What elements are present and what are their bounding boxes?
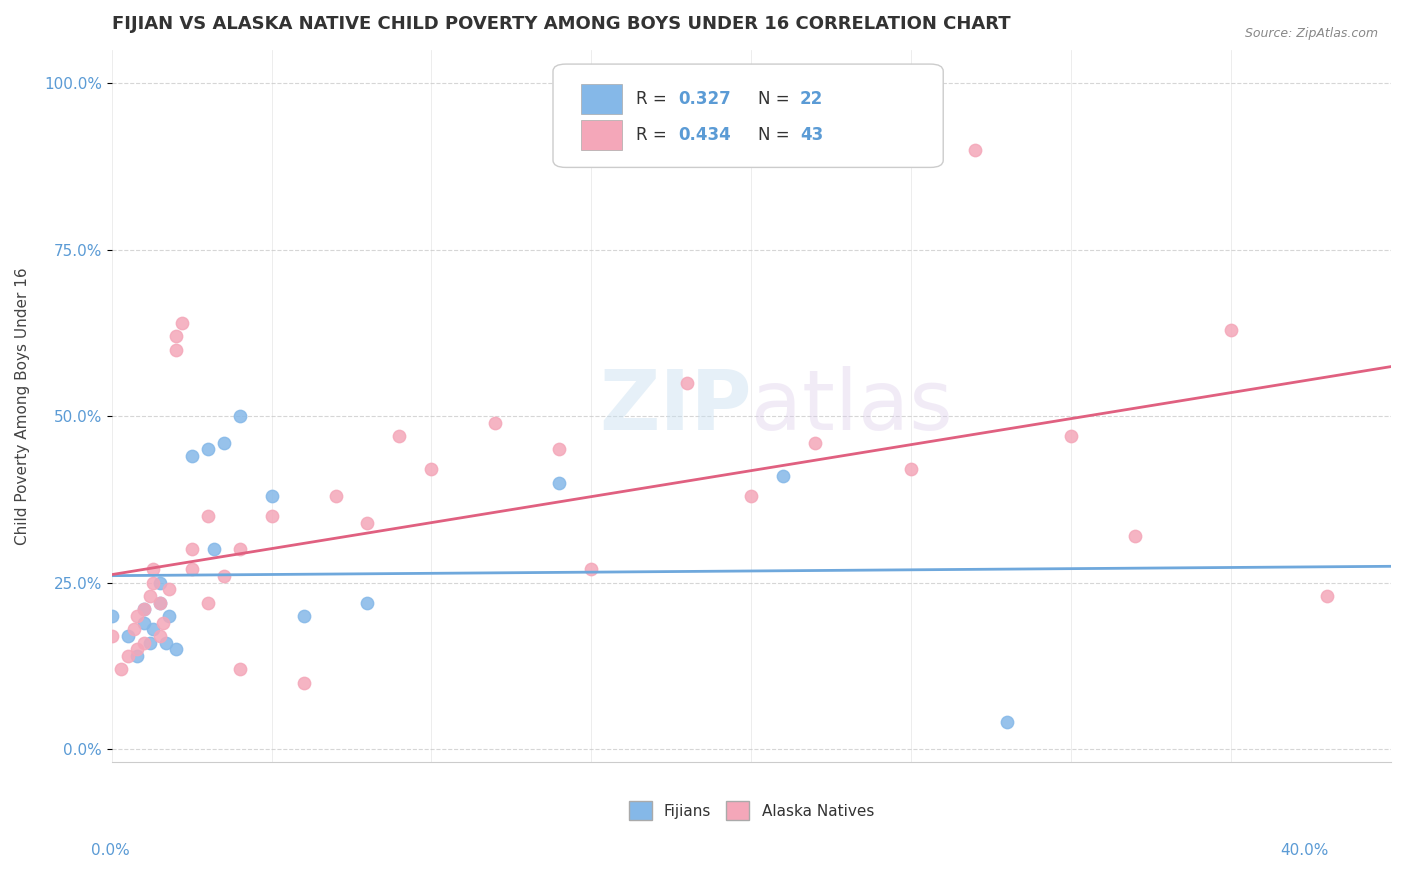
Point [127, 642, 149, 657]
Point [1060, 429, 1083, 443]
Point [1123, 529, 1146, 543]
Text: R =: R = [636, 126, 672, 144]
Point [180, 542, 202, 557]
Point [142, 622, 165, 636]
Point [180, 562, 202, 576]
Point [132, 602, 155, 616]
Point [212, 569, 235, 583]
Point [157, 608, 180, 623]
Point [197, 508, 219, 523]
Point [142, 575, 165, 590]
Point [548, 475, 571, 490]
Text: 40.0%: 40.0% [1281, 843, 1329, 858]
Point [149, 575, 172, 590]
Point [965, 143, 987, 157]
Point [149, 596, 172, 610]
Text: atlas: atlas [751, 366, 953, 447]
Point [202, 542, 225, 557]
Point [772, 469, 794, 483]
Text: 0.0%: 0.0% [91, 843, 131, 858]
Point [1220, 322, 1243, 336]
Point [212, 435, 235, 450]
Point [228, 542, 250, 557]
Point [100, 629, 122, 643]
Point [581, 562, 603, 576]
Point [740, 489, 762, 503]
FancyBboxPatch shape [581, 120, 621, 150]
Point [356, 596, 378, 610]
Text: R =: R = [636, 90, 672, 108]
Point [420, 462, 443, 476]
Legend: Fijians, Alaska Natives: Fijians, Alaska Natives [623, 795, 880, 826]
Y-axis label: Child Poverty Among Boys Under 16: Child Poverty Among Boys Under 16 [15, 268, 30, 545]
Point [149, 596, 172, 610]
Point [260, 489, 283, 503]
Text: 22: 22 [800, 90, 823, 108]
Point [127, 648, 149, 663]
Text: 0.434: 0.434 [678, 126, 731, 144]
Point [804, 435, 827, 450]
Point [100, 608, 122, 623]
Text: Source: ZipAtlas.com: Source: ZipAtlas.com [1244, 27, 1378, 40]
Point [132, 602, 155, 616]
FancyBboxPatch shape [581, 84, 621, 114]
FancyBboxPatch shape [553, 64, 943, 168]
Point [122, 622, 145, 636]
Text: 43: 43 [800, 126, 823, 144]
Point [197, 442, 219, 457]
Point [149, 629, 172, 643]
Point [165, 642, 187, 657]
Text: 0.327: 0.327 [678, 90, 731, 108]
Point [228, 662, 250, 676]
Point [157, 582, 180, 597]
Point [197, 596, 219, 610]
Point [117, 629, 139, 643]
Text: FIJIAN VS ALASKA NATIVE CHILD POVERTY AMONG BOYS UNDER 16 CORRELATION CHART: FIJIAN VS ALASKA NATIVE CHILD POVERTY AM… [111, 15, 1011, 33]
Point [132, 615, 155, 630]
Text: N =: N = [758, 126, 794, 144]
Point [292, 675, 315, 690]
Point [260, 508, 283, 523]
Point [165, 329, 187, 343]
Point [180, 449, 202, 463]
Point [292, 608, 315, 623]
Text: ZIP: ZIP [599, 366, 751, 447]
Point [388, 429, 411, 443]
Point [228, 409, 250, 424]
Point [127, 608, 149, 623]
Point [325, 489, 347, 503]
Point [356, 516, 378, 530]
Point [484, 416, 506, 430]
Point [548, 442, 571, 457]
Point [676, 376, 699, 390]
Point [995, 715, 1018, 730]
Point [155, 635, 177, 649]
Text: N =: N = [758, 90, 794, 108]
Point [165, 343, 187, 357]
Point [139, 635, 162, 649]
Point [110, 662, 132, 676]
Point [900, 462, 922, 476]
Point [142, 562, 165, 576]
Point [170, 316, 193, 330]
Point [139, 589, 162, 603]
Point [1316, 589, 1339, 603]
Point [117, 648, 139, 663]
Point [132, 635, 155, 649]
Point [152, 615, 174, 630]
